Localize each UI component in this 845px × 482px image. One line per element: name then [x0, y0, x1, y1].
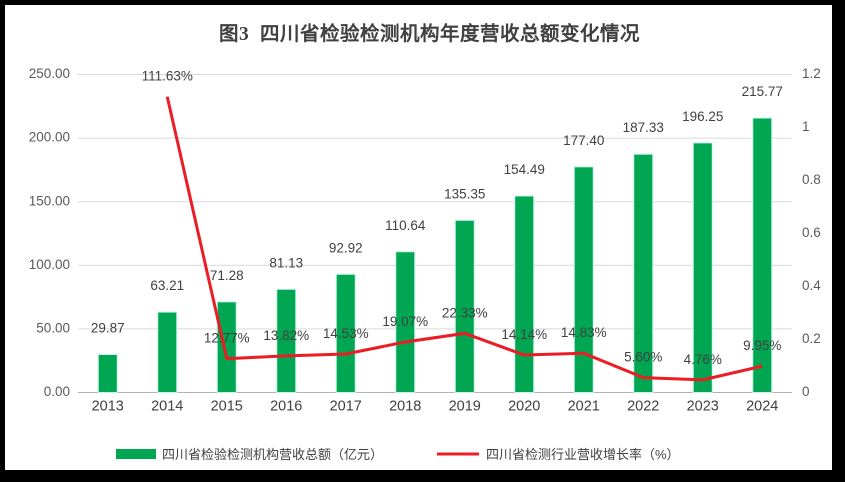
svg-text:2024: 2024	[746, 399, 778, 415]
svg-text:0.00: 0.00	[44, 384, 70, 399]
svg-text:2021: 2021	[568, 399, 600, 415]
svg-text:2020: 2020	[508, 399, 540, 415]
svg-text:154.49: 154.49	[504, 162, 545, 177]
svg-text:12.77%: 12.77%	[204, 331, 250, 346]
svg-text:50.00: 50.00	[36, 320, 70, 335]
svg-text:196.25: 196.25	[682, 109, 723, 124]
svg-text:92.92: 92.92	[329, 240, 363, 255]
svg-text:2019: 2019	[449, 399, 481, 415]
svg-text:71.28: 71.28	[210, 268, 244, 283]
svg-text:5.60%: 5.60%	[624, 350, 662, 365]
svg-text:2016: 2016	[270, 399, 302, 415]
svg-text:2017: 2017	[330, 399, 362, 415]
svg-text:1.2: 1.2	[802, 66, 821, 81]
svg-text:250.00: 250.00	[29, 66, 70, 81]
svg-text:22.33%: 22.33%	[442, 305, 488, 320]
svg-text:135.35: 135.35	[444, 186, 485, 201]
svg-text:4.76%: 4.76%	[684, 352, 722, 367]
svg-text:100.00: 100.00	[29, 257, 70, 272]
svg-text:63.21: 63.21	[150, 278, 184, 293]
svg-text:81.13: 81.13	[269, 255, 303, 270]
svg-text:200.00: 200.00	[29, 130, 70, 145]
svg-text:2014: 2014	[151, 399, 183, 415]
svg-text:150.00: 150.00	[29, 193, 70, 208]
svg-text:0: 0	[802, 384, 810, 399]
svg-text:2015: 2015	[211, 399, 243, 415]
svg-text:2018: 2018	[389, 399, 421, 415]
svg-text:四川省检验检测机构营收总额（亿元）: 四川省检验检测机构营收总额（亿元）	[162, 447, 383, 462]
svg-text:14.83%: 14.83%	[561, 325, 607, 340]
svg-text:9.95%: 9.95%	[743, 338, 781, 353]
svg-text:0.6: 0.6	[802, 225, 821, 240]
svg-text:19.07%: 19.07%	[382, 314, 428, 329]
svg-text:111.63%: 111.63%	[142, 69, 193, 84]
svg-text:110.64: 110.64	[385, 218, 426, 233]
svg-text:0.2: 0.2	[802, 331, 821, 346]
svg-text:2013: 2013	[92, 399, 124, 415]
svg-text:215.77: 215.77	[742, 84, 783, 99]
svg-text:177.40: 177.40	[563, 133, 604, 148]
svg-text:四川省检测行业营收增长率（%）: 四川省检测行业营收增长率（%）	[486, 447, 680, 462]
svg-text:2022: 2022	[627, 399, 659, 415]
svg-text:2023: 2023	[687, 399, 719, 415]
svg-text:1: 1	[802, 119, 810, 134]
svg-text:187.33: 187.33	[623, 120, 664, 135]
svg-text:29.87: 29.87	[91, 321, 125, 336]
svg-text:14.53%: 14.53%	[323, 326, 369, 341]
svg-text:0.4: 0.4	[802, 278, 821, 293]
svg-text:13.82%: 13.82%	[263, 328, 309, 343]
svg-text:0.8: 0.8	[802, 172, 821, 187]
svg-text:14.14%: 14.14%	[501, 327, 547, 342]
